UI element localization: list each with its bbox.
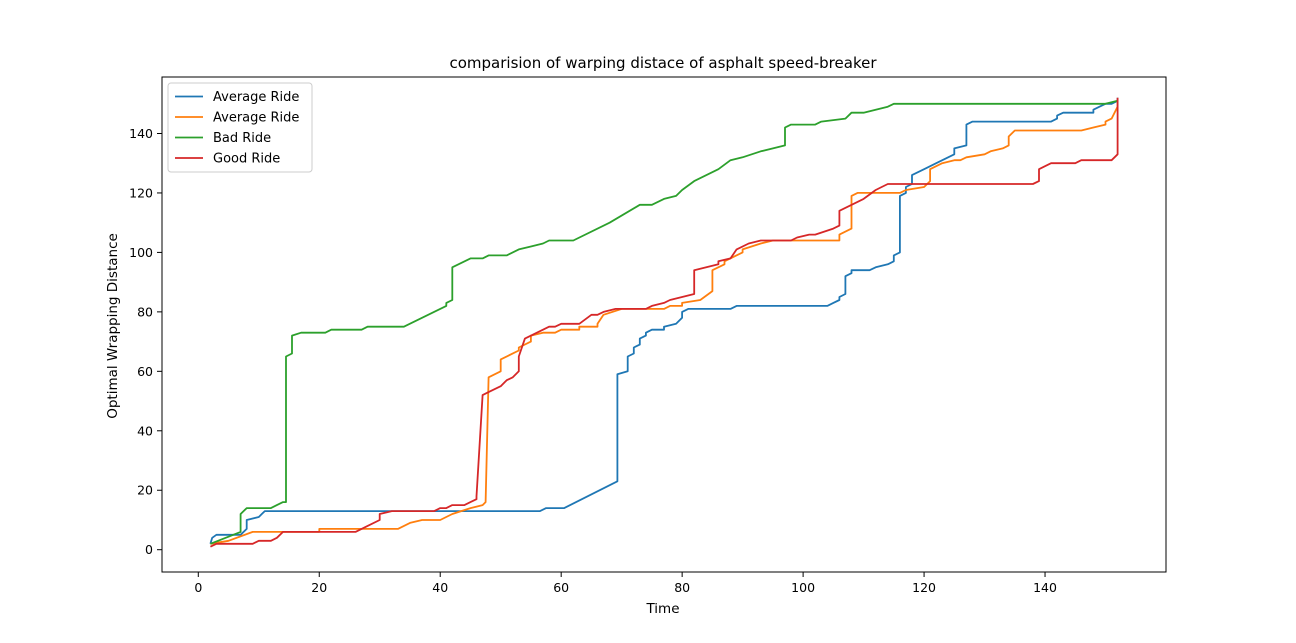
legend-label-1: Average Ride xyxy=(213,90,299,105)
x-tick-label: 40 xyxy=(432,580,448,595)
legend-label-2: Average Ride xyxy=(213,111,299,126)
y-tick-label: 140 xyxy=(129,126,153,141)
x-tick-label: 0 xyxy=(194,580,202,595)
x-axis-label: Time xyxy=(645,601,679,617)
legend-box xyxy=(167,82,313,173)
legend: Average Ride Average Ride Bad Ride Good Rid… xyxy=(167,82,313,173)
x-tick-label: 140 xyxy=(1033,580,1057,595)
legend-label-3: Bad Ride xyxy=(213,131,271,146)
x-tick-label: 80 xyxy=(674,580,690,595)
y-tick-label: 120 xyxy=(129,185,153,200)
y-axis-label: Optimal Wrapping Distance xyxy=(105,233,121,419)
y-tick-label: 60 xyxy=(137,364,153,379)
y-tick-label: 80 xyxy=(137,304,153,319)
x-tick-label: 60 xyxy=(553,580,569,595)
x-tick-label: 100 xyxy=(791,580,815,595)
legend-label-4: Good Ride xyxy=(213,152,280,167)
series-line-4 xyxy=(210,97,1119,548)
plot-area xyxy=(209,97,1119,548)
series-line-3 xyxy=(210,99,1118,545)
axes-frame xyxy=(161,76,1167,573)
y-tick-label: 20 xyxy=(137,483,153,498)
y-tick-label: 100 xyxy=(129,245,153,260)
series-line-1 xyxy=(209,97,1119,545)
x-tick-label: 20 xyxy=(311,580,327,595)
series-line-2 xyxy=(210,100,1119,545)
x-tick-label: 120 xyxy=(912,580,936,595)
y-tick-label: 40 xyxy=(137,423,153,438)
chart-title: comparision of warping distace of asphal… xyxy=(449,54,877,72)
y-tick-label: 0 xyxy=(145,542,153,557)
axes: 0 20 40 60 80 100 120 140 0 20 40 60 80 100 120 140 xyxy=(129,76,1167,595)
